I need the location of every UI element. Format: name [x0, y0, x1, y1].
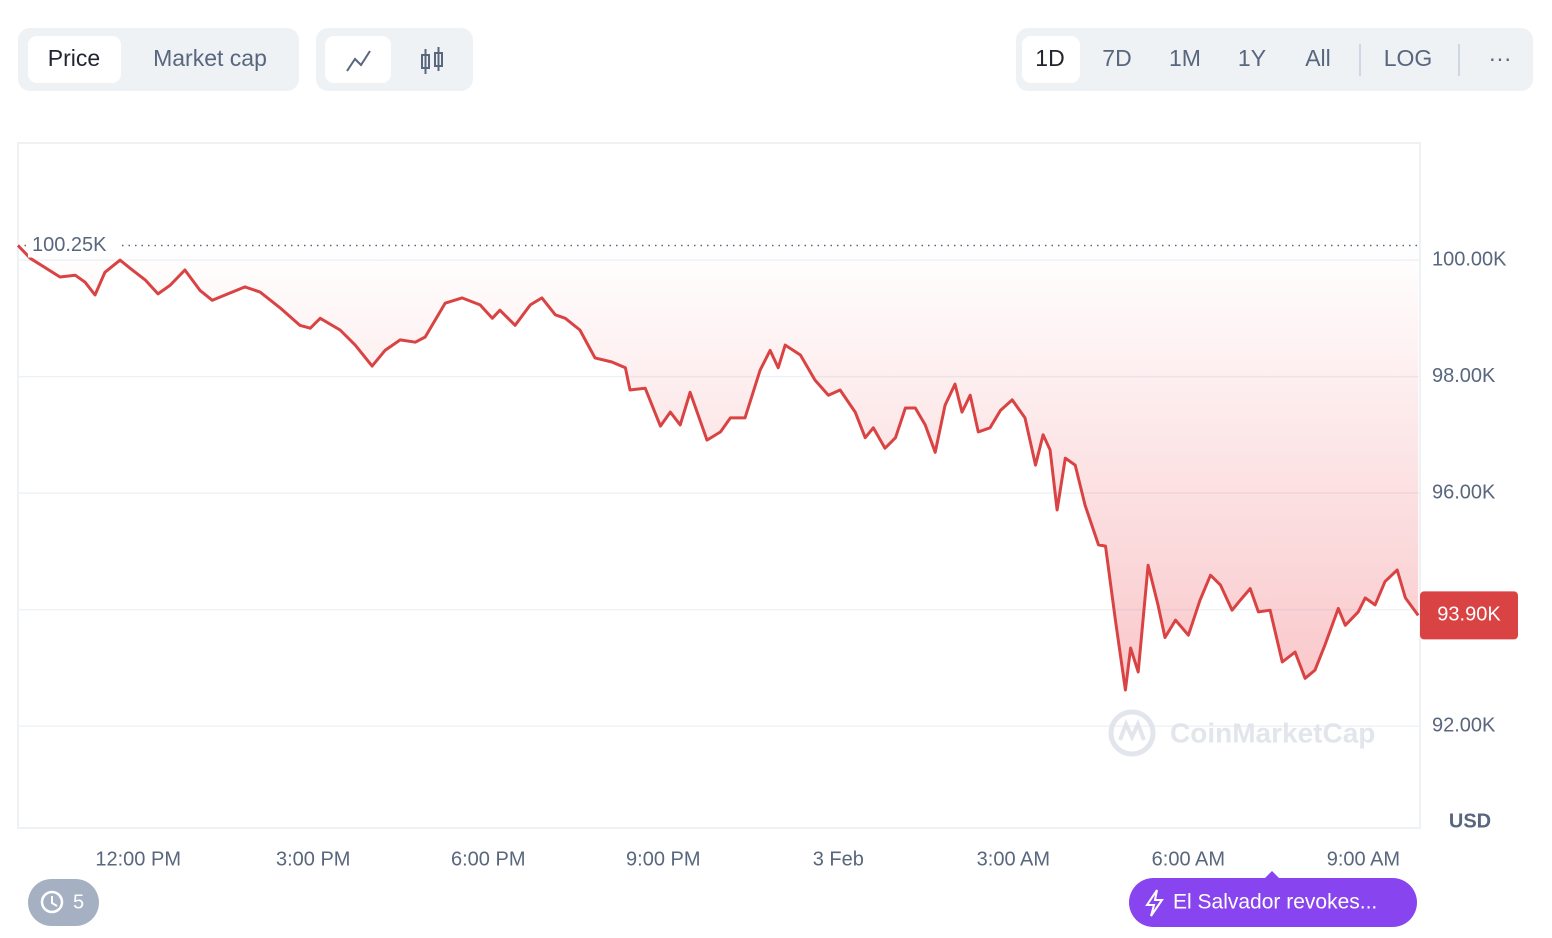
more-button[interactable]: ···: [1489, 45, 1512, 71]
watermark: CoinMarketCap: [1108, 709, 1375, 757]
x-tick-label: 3 Feb: [813, 848, 864, 870]
current-price-tag: [1420, 591, 1518, 640]
x-tick-label: 6:00 AM: [1152, 848, 1225, 870]
open-price-label-bg: [28, 231, 120, 258]
candle-icon[interactable]: [421, 47, 443, 74]
x-tick-label: 6:00 PM: [451, 848, 525, 870]
y-tick-label: 100.00K: [1432, 248, 1507, 270]
open-price-label: 100.25K: [32, 234, 107, 256]
price-area: [18, 245, 1419, 690]
history-badge[interactable]: [28, 879, 99, 926]
range-button[interactable]: 1Y: [1238, 45, 1266, 71]
x-tick-label: 3:00 PM: [276, 848, 350, 870]
range-button[interactable]: 7D: [1102, 45, 1131, 71]
y-tick-label: 96.00K: [1432, 481, 1496, 503]
y-tick-label: 92.00K: [1432, 714, 1496, 736]
line-chart-button[interactable]: [325, 36, 391, 83]
current-price-label: 93.90K: [1437, 604, 1501, 626]
x-tick-label: 3:00 AM: [977, 848, 1050, 870]
news-pointer: [1264, 871, 1280, 879]
range-button[interactable]: All: [1305, 45, 1331, 71]
y-axis-unit: USD: [1449, 810, 1491, 832]
y-tick-label: 98.00K: [1432, 365, 1496, 387]
tab-price[interactable]: Price: [48, 45, 100, 71]
active-tab: [28, 36, 121, 83]
x-tick-label: 12:00 PM: [95, 848, 181, 870]
history-count: 5: [73, 891, 84, 913]
line-icon: [346, 50, 371, 72]
range-button[interactable]: 1M: [1169, 45, 1201, 71]
news-pill[interactable]: [1129, 878, 1417, 927]
x-tick-label: 9:00 PM: [626, 848, 700, 870]
news-text[interactable]: El Salvador revokes...: [1173, 891, 1377, 914]
price-line: [16, 244, 1420, 692]
plot-frame: [17, 142, 1421, 829]
active-range: [1022, 36, 1080, 83]
tab-market-cap[interactable]: Market cap: [153, 45, 267, 71]
lightning-icon: [1145, 889, 1164, 917]
x-tick-label: 9:00 AM: [1327, 848, 1400, 870]
range-button[interactable]: 1D: [1035, 45, 1064, 71]
watermark-text: CoinMarketCap: [1170, 717, 1375, 748]
log-button[interactable]: LOG: [1384, 45, 1433, 71]
clock-icon: [40, 890, 64, 914]
clock-hands: [51, 896, 58, 907]
range-group: [1016, 28, 1533, 91]
